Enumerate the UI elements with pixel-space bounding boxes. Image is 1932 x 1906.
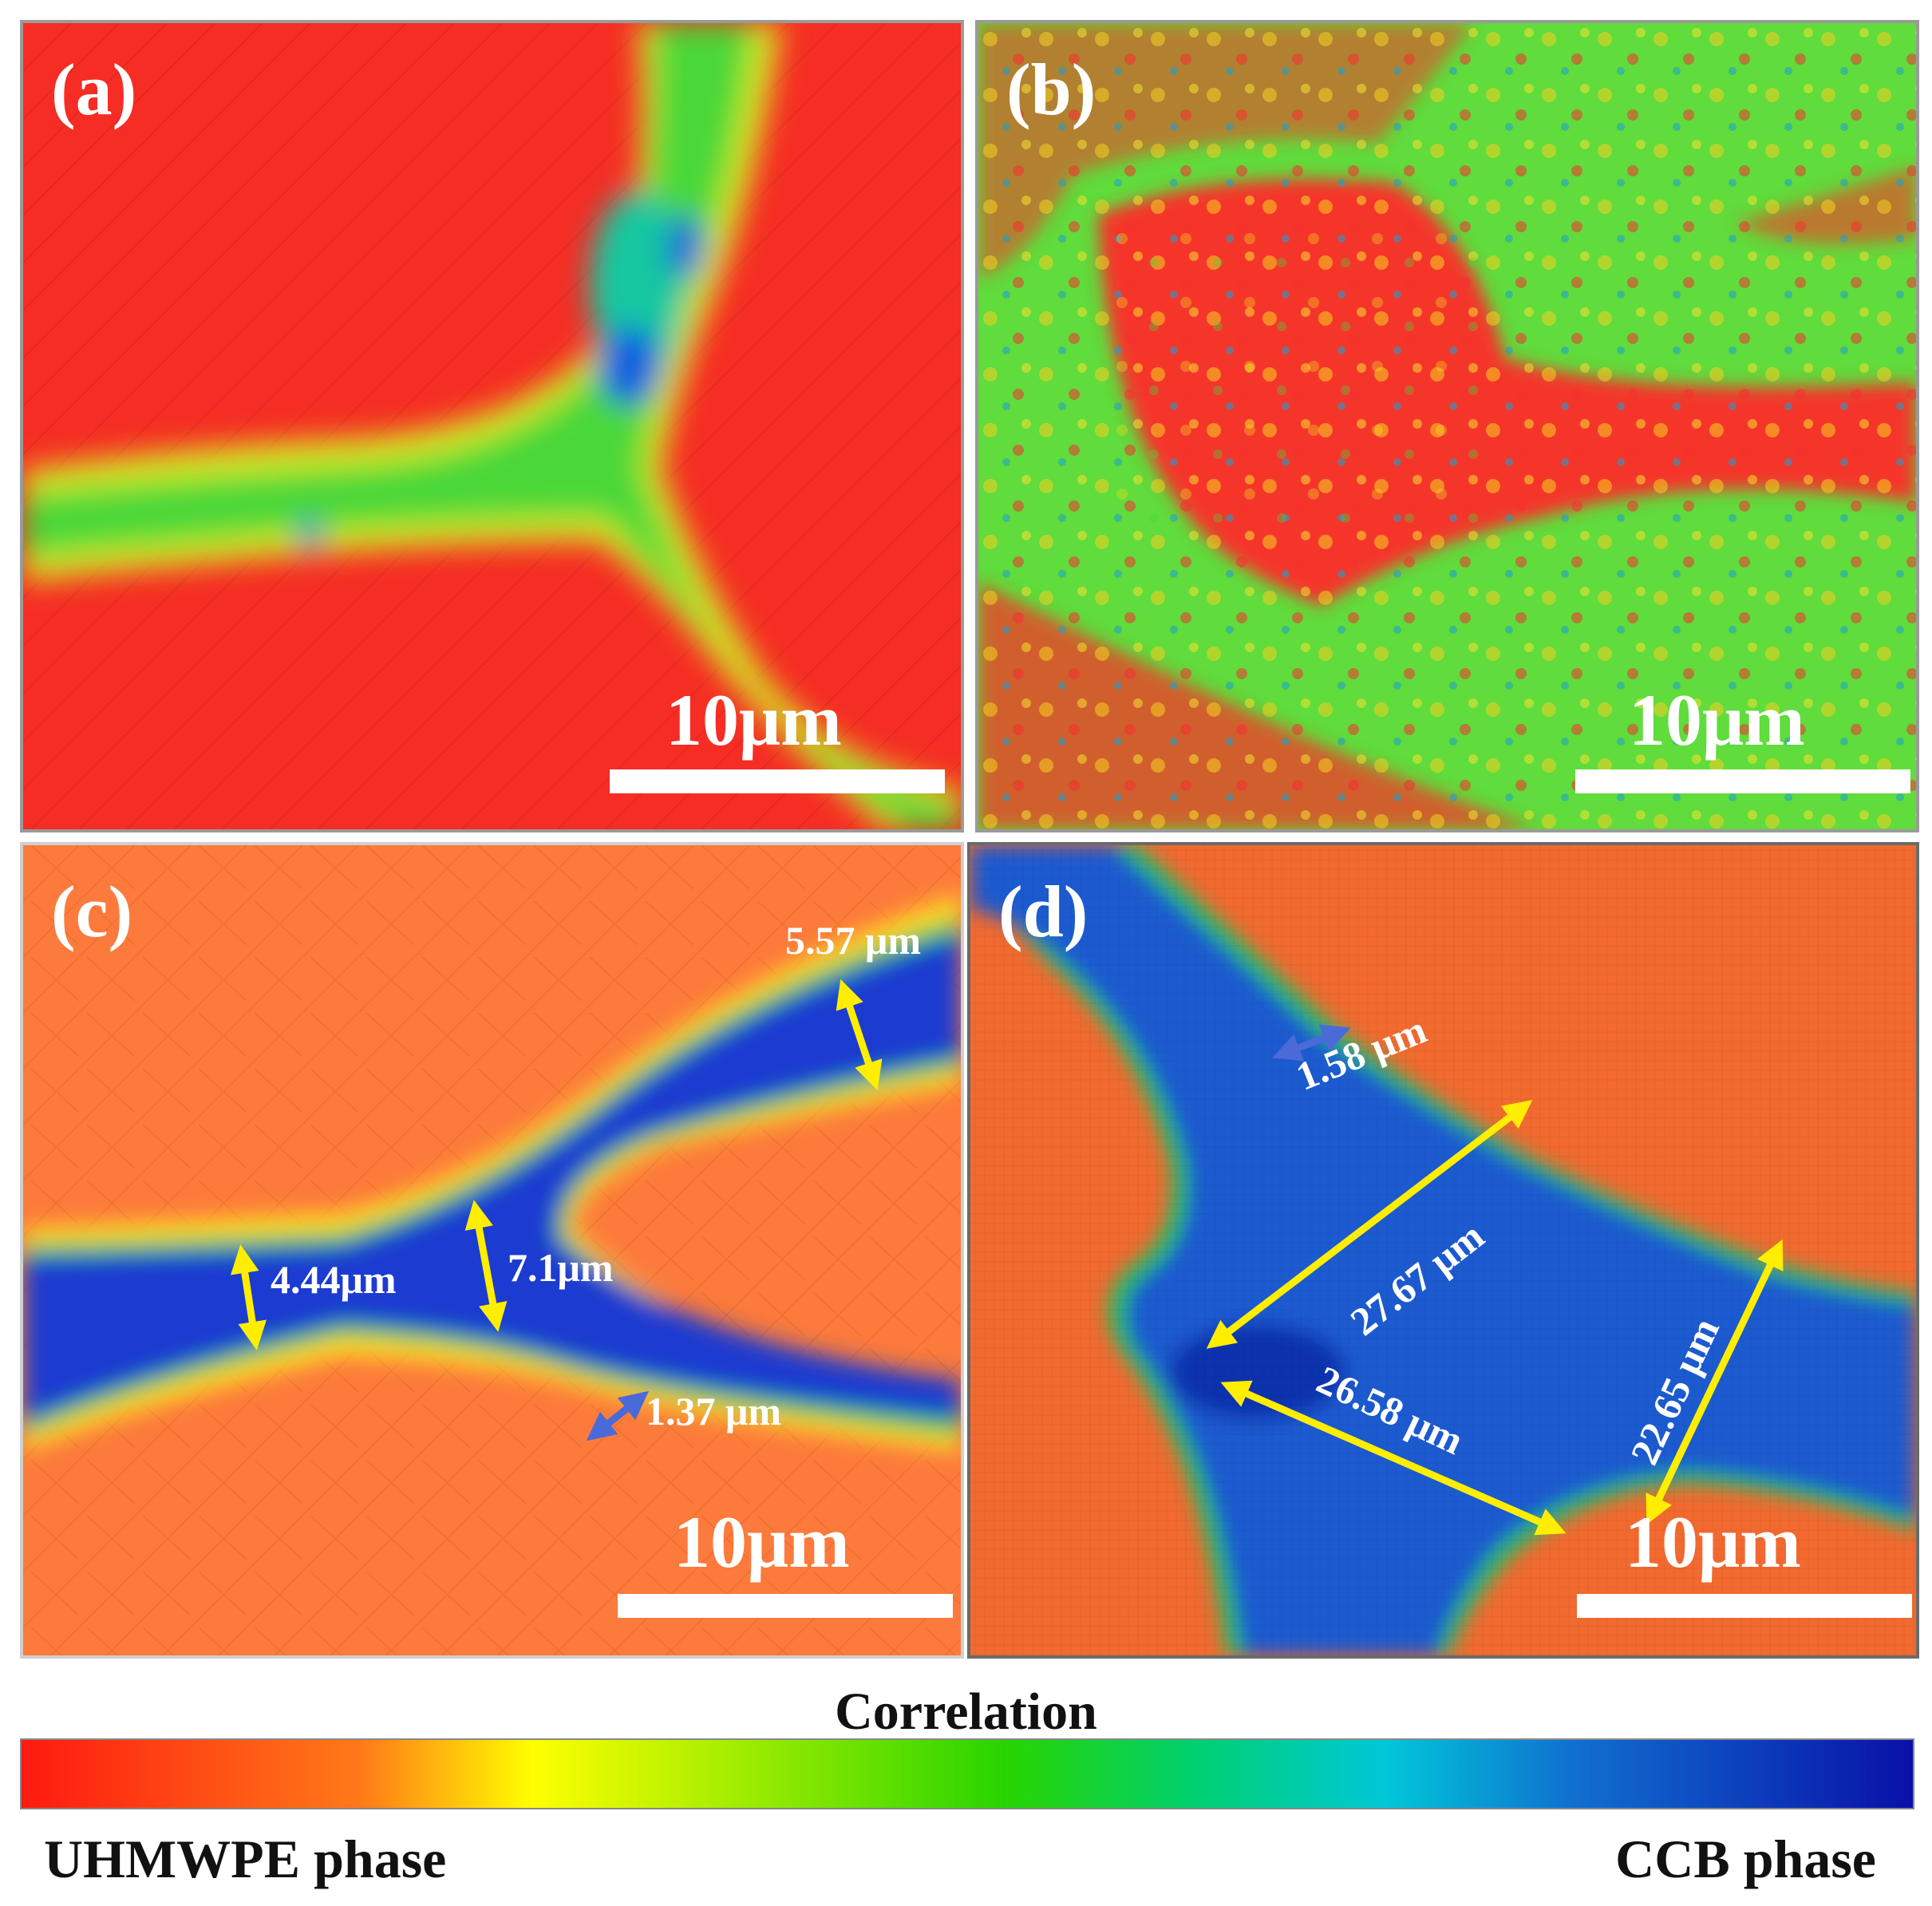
scale-bar-label-a: 10μm — [666, 679, 842, 761]
panel-label-b: (b) — [1006, 49, 1096, 130]
measurement-label-c-1: 5.57 μm — [785, 918, 921, 963]
panel-d-image — [970, 845, 1916, 1655]
measure-arrow-d-2 — [1206, 1100, 1533, 1349]
measure-arrow-c-1 — [836, 979, 883, 1091]
colorbar-left-label: UHMWPE phase — [44, 1829, 447, 1889]
panel-a-image — [23, 23, 961, 829]
panel-c-image — [23, 845, 961, 1655]
panel-label-d: (d) — [998, 871, 1088, 952]
colorbar-title: Correlation — [835, 1683, 1097, 1741]
scale-bar-d — [1577, 1594, 1912, 1618]
scale-bar-a — [610, 769, 945, 793]
panel-c-correlation-map: (c) 5.57 μm 4.44μm 7.1μm 1.37 μm 10μm — [20, 842, 964, 1659]
panel-label-c: (c) — [51, 871, 133, 952]
measure-arrow-c-2 — [230, 1244, 267, 1350]
scale-bar-c — [618, 1594, 953, 1618]
measure-arrow-d-4 — [1646, 1239, 1784, 1525]
panel-b-image — [978, 23, 1916, 829]
measure-arrow-c-4 — [586, 1390, 650, 1441]
panel-d-correlation-map: (d) 1.58 μm 27.67 μm 26.58 μm 22.65 μm 1… — [967, 842, 1919, 1659]
measurement-label-c-2: 4.44μm — [271, 1257, 397, 1302]
scale-bar-label-d: 10μm — [1625, 1501, 1801, 1583]
colorbar — [20, 1738, 1914, 1809]
colorbar-right-label: CCB phase — [1615, 1829, 1876, 1889]
scale-bar-label-c: 10μm — [674, 1501, 850, 1583]
panel-b-correlation-map: (b) 10μm — [975, 20, 1919, 832]
scale-bar-b — [1575, 769, 1910, 793]
measure-arrow-c-3 — [464, 1200, 508, 1332]
measure-arrow-d-3 — [1220, 1380, 1567, 1536]
measurement-label-c-3: 7.1μm — [508, 1245, 614, 1290]
measure-arrow-d-1 — [1272, 1024, 1351, 1062]
panel-a-correlation-map: (a) 10μm — [20, 20, 964, 832]
scale-bar-label-b: 10μm — [1629, 679, 1805, 761]
measurement-label-c-4: 1.37 μm — [646, 1389, 781, 1433]
panel-label-a: (a) — [51, 49, 137, 130]
